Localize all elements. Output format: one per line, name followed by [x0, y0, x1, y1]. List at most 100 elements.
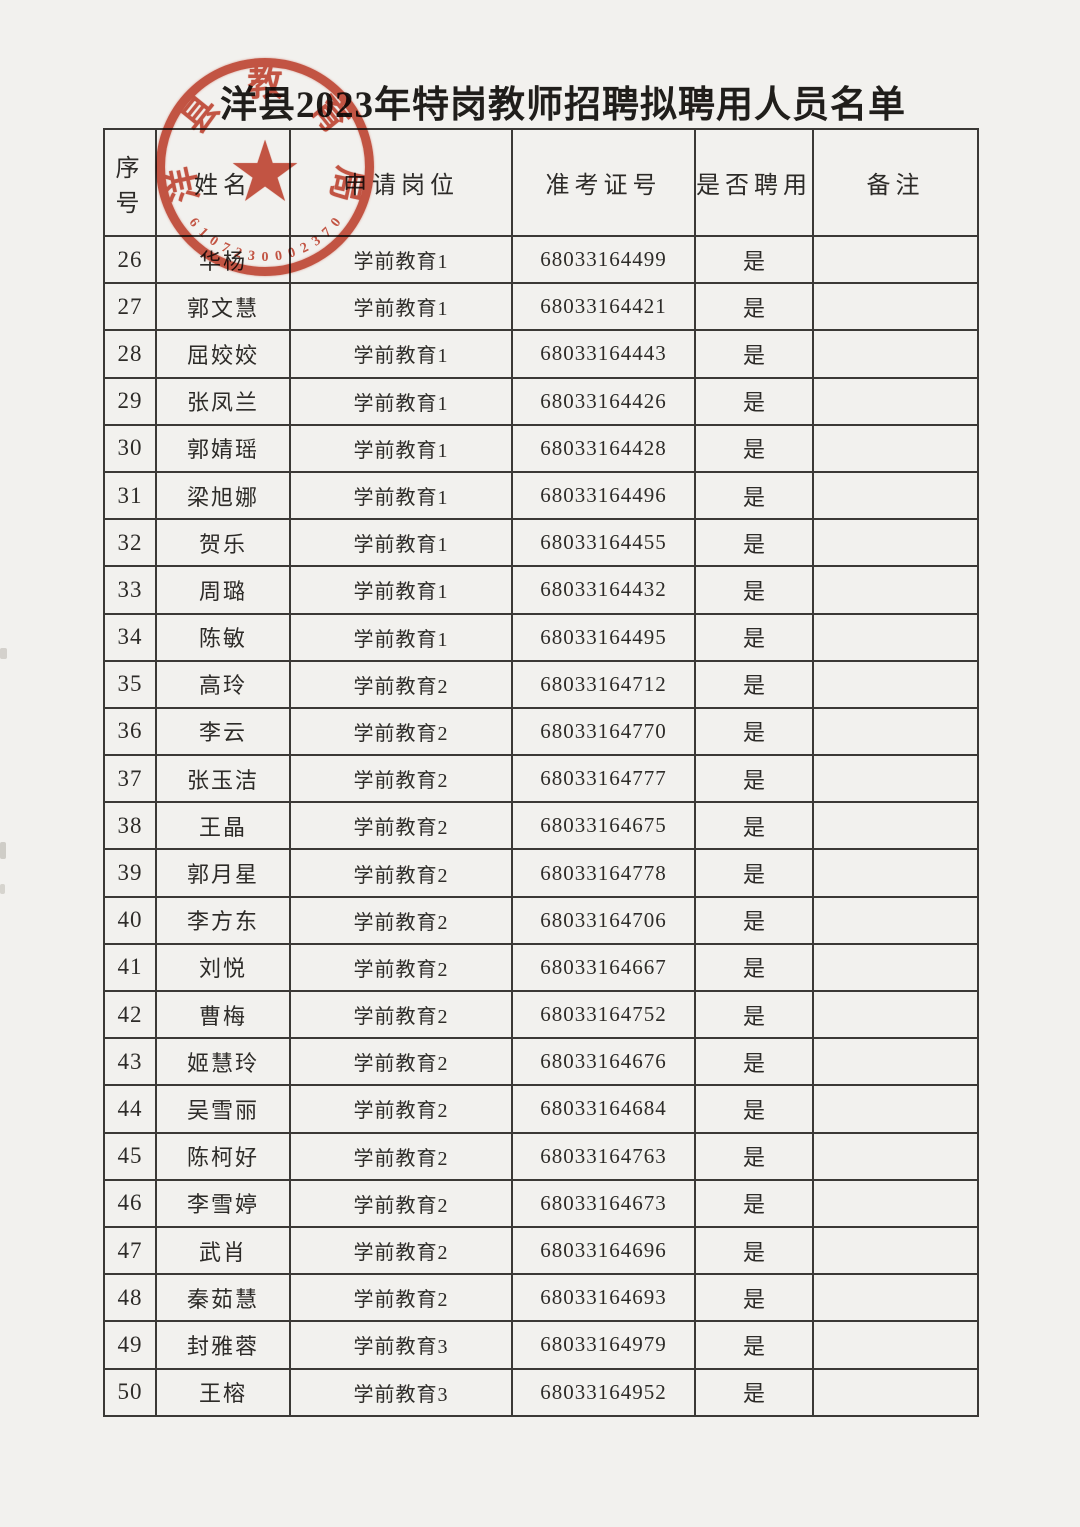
cell-ticket: 68033164428	[511, 423, 696, 473]
cell-pos: 学前教育1	[289, 282, 513, 332]
header-seq: 序号	[103, 128, 157, 237]
page-title: 洋县2023年特岗教师招聘拟聘用人员名单	[220, 85, 906, 126]
cell-seq: 31	[103, 470, 157, 521]
table-row: 43 姬慧玲 学前教育2 68033164676 是	[103, 1037, 979, 1087]
cell-hired: 是	[694, 848, 814, 898]
cell-pos: 学前教育1	[289, 329, 513, 379]
cell-hired: 是	[694, 1273, 814, 1323]
cell-remark	[812, 1178, 979, 1228]
cell-remark	[812, 706, 979, 757]
cell-hired: 是	[694, 1131, 814, 1181]
cell-ticket: 68033164778	[511, 848, 696, 898]
cell-pos: 学前教育2	[289, 659, 513, 709]
cell-pos: 学前教育2	[289, 1131, 513, 1181]
cell-seq: 39	[103, 848, 157, 898]
header-hired: 是否聘用	[694, 128, 814, 237]
cell-remark	[812, 1273, 979, 1323]
cell-seq: 47	[103, 1225, 157, 1276]
cell-remark	[812, 1084, 979, 1134]
cell-hired: 是	[694, 1037, 814, 1087]
table-body: 26 华杨 学前教育1 68033164499 是 27 郭文慧 学前教育1 680331644…	[103, 234, 979, 1417]
cell-ticket: 68033164432	[511, 565, 696, 615]
cell-pos: 学前教育3	[289, 1320, 513, 1370]
table-row: 41 刘悦 学前教育2 68033164667 是	[103, 942, 979, 993]
cell-name: 曹梅	[155, 989, 291, 1040]
cell-remark	[812, 1367, 979, 1417]
cell-remark	[812, 1225, 979, 1276]
cell-hired: 是	[694, 1225, 814, 1276]
cell-remark	[812, 376, 979, 426]
cell-pos: 学前教育2	[289, 1037, 513, 1087]
header-ticket: 准考证号	[511, 128, 696, 237]
header-remark: 备注	[812, 128, 979, 237]
cell-ticket: 68033164952	[511, 1367, 696, 1417]
cell-seq: 35	[103, 659, 157, 709]
table-row: 48 秦茹慧 学前教育2 68033164693 是	[103, 1273, 979, 1323]
cell-ticket: 68033164763	[511, 1131, 696, 1181]
cell-seq: 33	[103, 565, 157, 615]
cell-hired: 是	[694, 376, 814, 426]
cell-name: 郭婧瑶	[155, 423, 291, 473]
cell-hired: 是	[694, 1320, 814, 1370]
cell-seq: 44	[103, 1084, 157, 1134]
cell-ticket: 68033164676	[511, 1037, 696, 1087]
cell-ticket: 68033164495	[511, 612, 696, 662]
cell-seq: 29	[103, 376, 157, 426]
cell-name: 高玲	[155, 659, 291, 709]
table-row: 26 华杨 学前教育1 68033164499 是	[103, 234, 979, 285]
cell-pos: 学前教育2	[289, 754, 513, 804]
cell-name: 华杨	[155, 234, 291, 285]
roster-table: 序号 姓名 申请岗位 准考证号 是否聘用 备注 26 华杨 学前教育1 6803316…	[103, 128, 979, 1417]
cell-name: 李方东	[155, 895, 291, 945]
table-row: 28 屈姣姣 学前教育1 68033164443 是	[103, 329, 979, 379]
cell-ticket: 68033164770	[511, 706, 696, 757]
cell-ticket: 68033164706	[511, 895, 696, 945]
table-row: 29 张凤兰 学前教育1 68033164426 是	[103, 376, 979, 426]
cell-remark	[812, 329, 979, 379]
cell-pos: 学前教育2	[289, 801, 513, 851]
cell-remark	[812, 612, 979, 662]
cell-seq: 42	[103, 989, 157, 1040]
cell-remark	[812, 848, 979, 898]
cell-hired: 是	[694, 518, 814, 568]
cell-remark	[812, 470, 979, 521]
table-row: 33 周璐 学前教育1 68033164432 是	[103, 565, 979, 615]
cell-hired: 是	[694, 329, 814, 379]
cell-pos: 学前教育2	[289, 706, 513, 757]
cell-name: 吴雪丽	[155, 1084, 291, 1134]
cell-name: 王榕	[155, 1367, 291, 1417]
cell-seq: 27	[103, 282, 157, 332]
cell-seq: 48	[103, 1273, 157, 1323]
cell-seq: 40	[103, 895, 157, 945]
table-row: 45 陈柯好 学前教育2 68033164763 是	[103, 1131, 979, 1181]
cell-pos: 学前教育2	[289, 989, 513, 1040]
cell-pos: 学前教育2	[289, 1084, 513, 1134]
cell-seq: 34	[103, 612, 157, 662]
cell-remark	[812, 518, 979, 568]
cell-seq: 32	[103, 518, 157, 568]
cell-hired: 是	[694, 1178, 814, 1228]
cell-name: 郭文慧	[155, 282, 291, 332]
cell-pos: 学前教育3	[289, 1367, 513, 1417]
cell-hired: 是	[694, 282, 814, 332]
cell-hired: 是	[694, 895, 814, 945]
cell-ticket: 68033164693	[511, 1273, 696, 1323]
cell-name: 王晶	[155, 801, 291, 851]
cell-hired: 是	[694, 659, 814, 709]
cell-pos: 学前教育1	[289, 470, 513, 521]
cell-name: 陈敏	[155, 612, 291, 662]
cell-pos: 学前教育2	[289, 1273, 513, 1323]
cell-remark	[812, 565, 979, 615]
cell-hired: 是	[694, 989, 814, 1040]
cell-seq: 36	[103, 706, 157, 757]
cell-name: 姬慧玲	[155, 1037, 291, 1087]
cell-remark	[812, 1320, 979, 1370]
cell-ticket: 68033164443	[511, 329, 696, 379]
cell-hired: 是	[694, 423, 814, 473]
cell-name: 张玉洁	[155, 754, 291, 804]
cell-name: 贺乐	[155, 518, 291, 568]
cell-ticket: 68033164455	[511, 518, 696, 568]
header-row: 序号 姓名 申请岗位 准考证号 是否聘用 备注	[103, 128, 979, 237]
cell-ticket: 68033164752	[511, 989, 696, 1040]
